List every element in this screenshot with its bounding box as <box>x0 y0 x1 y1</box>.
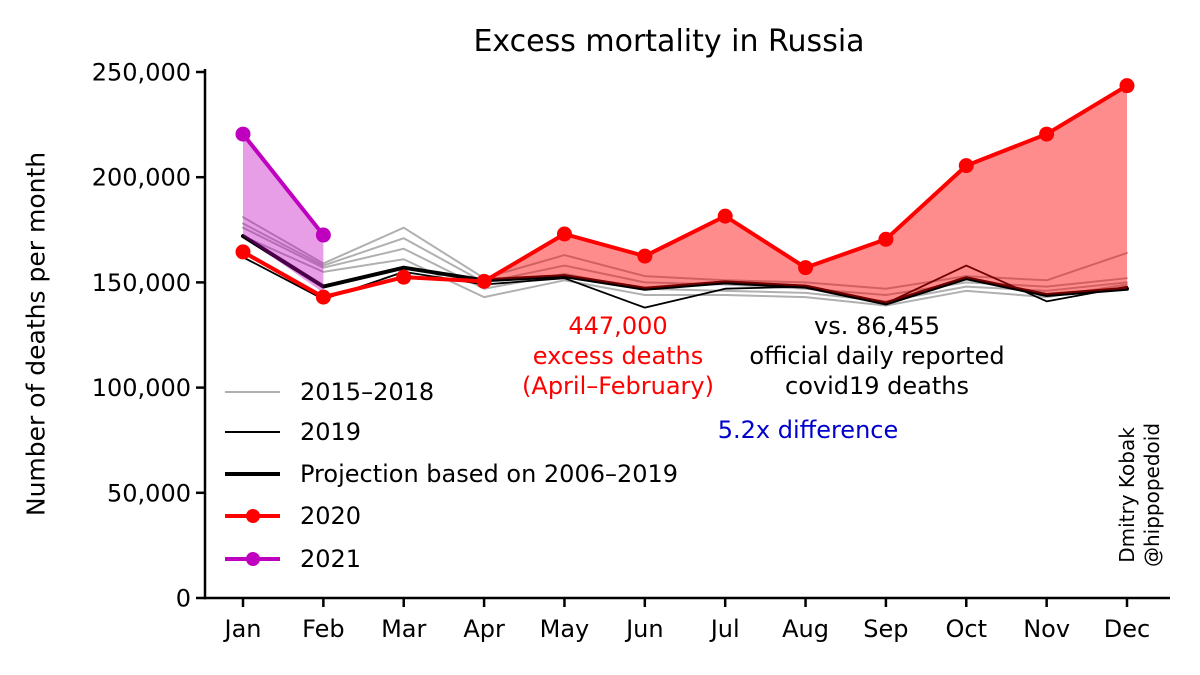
point-2020-Nov <box>1039 126 1055 142</box>
y-tick-label-150000: 150,000 <box>92 269 191 297</box>
annotation-excess-deaths: 447,000 excess deaths (April–February) <box>522 311 714 401</box>
x-tick-label-May: May <box>540 615 590 643</box>
series-2017-line <box>242 226 1128 303</box>
x-tick-label-Jan: Jan <box>223 615 262 643</box>
credit-text: Dmitry Kobak @hippopedoid <box>1115 423 1165 567</box>
credit-handle: @hippopedoid <box>1140 422 1164 568</box>
point-2020-Jul <box>717 208 733 224</box>
point-2020-Jan <box>235 244 251 260</box>
x-tick-label-Dec: Dec <box>1104 615 1150 643</box>
x-tick-label-Aug: Aug <box>782 615 829 643</box>
annotation-official-line-3: covid19 deaths <box>785 372 969 400</box>
annotation-official-line-1: vs. 86,455 <box>814 312 940 340</box>
point-2020-Oct <box>958 158 974 174</box>
x-tick-label-Nov: Nov <box>1023 615 1070 643</box>
point-2020-Sep <box>878 231 894 247</box>
series-2016-line <box>242 222 1128 297</box>
y-tick-label-100000: 100,000 <box>92 374 191 402</box>
point-2020-Feb <box>315 289 331 305</box>
y-tick-label-0: 0 <box>176 585 191 613</box>
y-tick-label-50000: 50,000 <box>107 479 191 507</box>
annotation-difference: 5.2x difference <box>717 416 899 444</box>
series-2019-line <box>242 256 1128 309</box>
x-tick-label-Apr: Apr <box>463 615 505 643</box>
x-tick-label-Sep: Sep <box>863 615 908 643</box>
series-projection-line <box>241 234 1129 306</box>
fill-excess-2020 <box>484 85 1127 304</box>
point-2021-Feb <box>315 227 331 243</box>
x-tick-label-Jun: Jun <box>624 615 664 643</box>
annotation-excess-line-2: excess deaths <box>532 342 704 370</box>
y-tick-label-200000: 200,000 <box>92 164 191 192</box>
point-2020-Jun <box>637 248 653 264</box>
chart-title: Excess mortality in Russia <box>473 24 865 59</box>
annotation-excess-line-1: 447,000 <box>568 312 668 340</box>
x-tick-label-Oct: Oct <box>946 615 988 643</box>
point-2020-May <box>556 226 572 242</box>
series-2018-line <box>242 235 1128 307</box>
x-tick-label-Feb: Feb <box>302 615 345 643</box>
series-2021-line <box>241 132 326 238</box>
annotation-official-line-2: official daily reported <box>749 342 1005 370</box>
annotation-excess-line-3: (April–February) <box>522 372 714 400</box>
x-tick-label-Mar: Mar <box>381 615 426 643</box>
point-2020-Apr <box>476 273 492 289</box>
annotation-official-deaths: vs. 86,455 official daily reported covid… <box>749 311 1004 401</box>
point-2020-Mar <box>396 269 412 285</box>
point-2020-Dec <box>1119 78 1135 94</box>
point-2020-Aug <box>798 260 814 276</box>
credit-author: Dmitry Kobak <box>1115 427 1139 563</box>
series-2015-line <box>242 216 1128 290</box>
y-axis-label: Number of deaths per month <box>21 151 51 517</box>
series-2020-line <box>241 83 1129 300</box>
x-tick-label-Jul: Jul <box>709 615 740 643</box>
point-2021-Jan <box>235 126 251 142</box>
fill-excess-2021 <box>243 134 324 293</box>
y-tick-label-250000: 250,000 <box>92 59 191 87</box>
